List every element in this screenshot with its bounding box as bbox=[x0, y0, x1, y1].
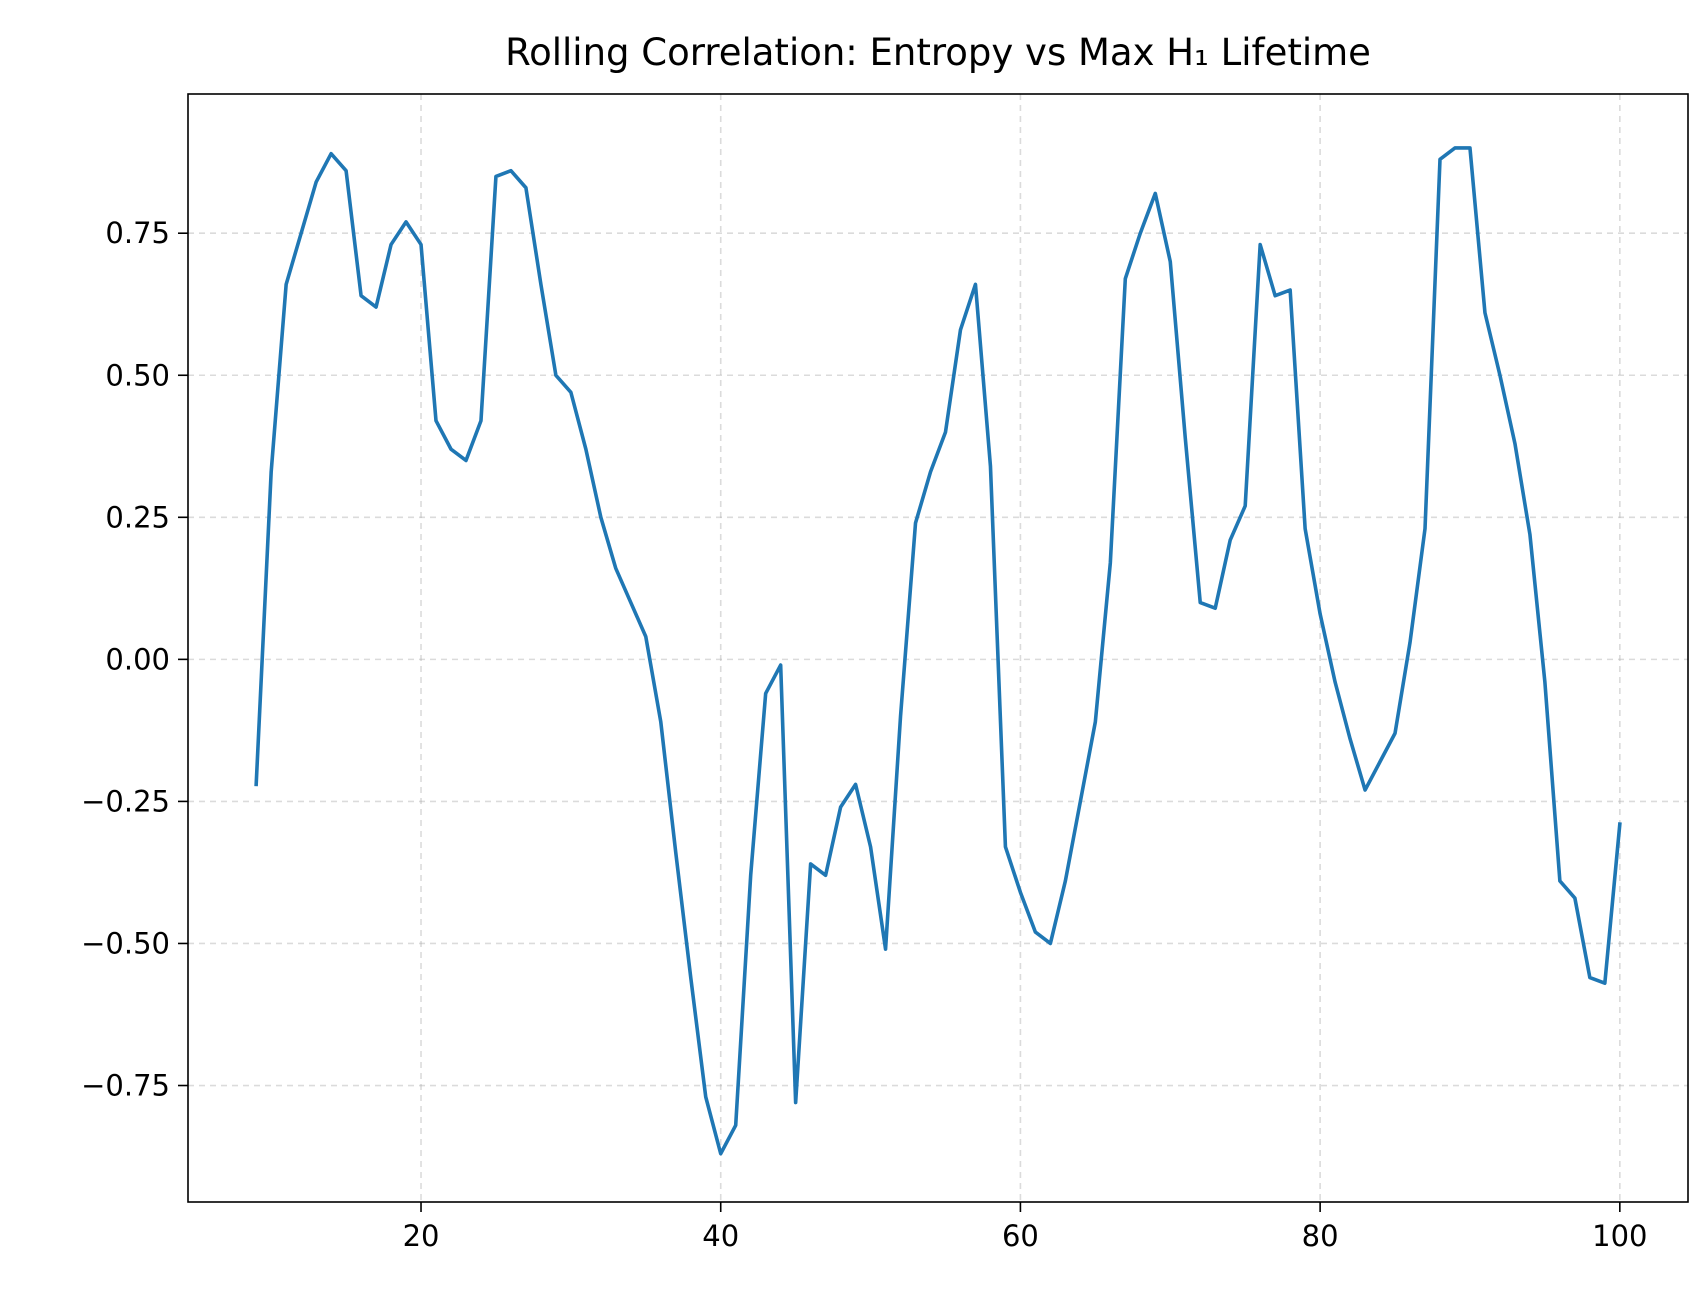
y-tick-label: 0.00 bbox=[105, 642, 170, 676]
series-line-group bbox=[254, 146, 1622, 1156]
chart-title: Rolling Correlation: Entropy vs Max H₁ L… bbox=[505, 31, 1371, 74]
y-tick-label: −0.25 bbox=[81, 784, 170, 818]
y-axis: −0.75 −0.50 −0.25 0.00 0.25 0.50 0.75 bbox=[81, 216, 188, 1103]
x-tick-label: 40 bbox=[702, 1219, 739, 1253]
x-tick-label: 20 bbox=[403, 1219, 440, 1253]
y-tick-label: 0.25 bbox=[105, 500, 170, 534]
y-tick-label: −0.75 bbox=[81, 1069, 170, 1103]
x-tick-label: 60 bbox=[1002, 1219, 1039, 1253]
x-axis: 20 40 60 80 100 bbox=[403, 1202, 1647, 1253]
x-tick-label: 80 bbox=[1302, 1219, 1339, 1253]
y-tick-label: −0.50 bbox=[81, 926, 170, 960]
series-line bbox=[254, 146, 1622, 1156]
grid bbox=[188, 94, 1688, 1202]
y-tick-label: 0.50 bbox=[105, 358, 170, 392]
y-tick-label: 0.75 bbox=[105, 216, 170, 250]
x-tick-label: 100 bbox=[1592, 1219, 1647, 1253]
plot-frame bbox=[187, 93, 1689, 1203]
